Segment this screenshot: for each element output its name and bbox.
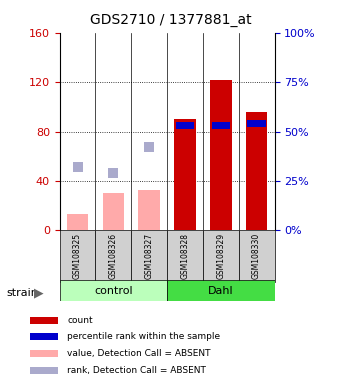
Bar [131,230,167,282]
Bar [248,120,266,127]
Bar [138,190,160,230]
Bar [30,367,58,374]
Bar [30,333,58,340]
Text: ▶: ▶ [34,286,44,299]
Text: Dahl: Dahl [208,286,234,296]
Bar [174,126,196,230]
Text: GDS2710 / 1377881_at: GDS2710 / 1377881_at [90,13,251,27]
Bar [210,79,232,230]
Bar [95,230,131,282]
Text: GSM108326: GSM108326 [109,233,118,280]
Text: rank, Detection Call = ABSENT: rank, Detection Call = ABSENT [67,366,206,375]
Bar [30,317,58,324]
Bar [167,280,275,301]
Bar [174,119,196,230]
Text: GSM108325: GSM108325 [73,233,82,280]
Bar [246,112,267,230]
Text: strain: strain [7,288,39,298]
Text: value, Detection Call = ABSENT: value, Detection Call = ABSENT [67,349,211,358]
Bar [60,280,167,301]
Text: GSM108327: GSM108327 [145,233,154,280]
Bar [210,126,232,230]
Bar [167,230,203,282]
Bar [60,230,95,282]
Text: GSM108328: GSM108328 [180,233,190,279]
Text: GSM108330: GSM108330 [252,233,261,280]
Bar [203,230,239,282]
Bar [30,350,58,357]
Text: percentile rank within the sample: percentile rank within the sample [67,332,220,341]
Bar [246,124,267,230]
Text: GSM108329: GSM108329 [216,233,225,280]
Text: count: count [67,316,93,325]
Bar [176,122,194,129]
Bar [212,122,230,129]
Bar [239,230,275,282]
Bar [103,193,124,230]
Text: control: control [94,286,133,296]
Bar [67,214,88,230]
